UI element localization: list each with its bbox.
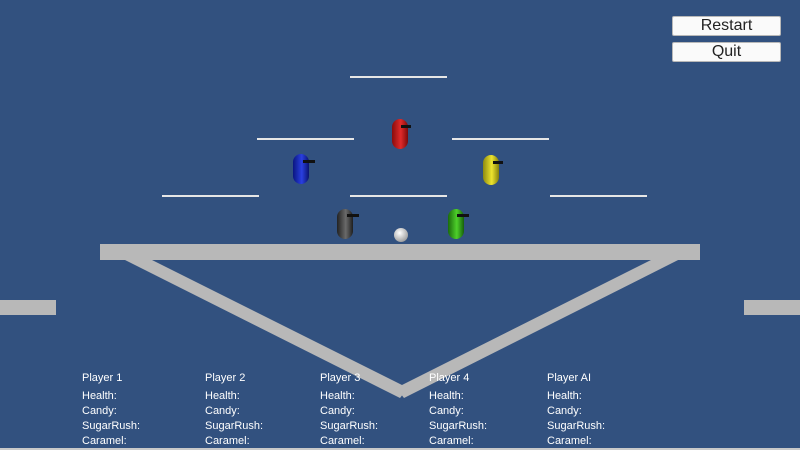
player-name: Player 1 bbox=[82, 372, 123, 384]
player-name: Player 2 bbox=[205, 372, 246, 384]
ledge-top bbox=[350, 76, 447, 78]
health-label: Health: bbox=[82, 390, 117, 402]
ledge-mid-left bbox=[257, 138, 354, 140]
candy-label: Candy: bbox=[205, 405, 240, 417]
player-name: Player 3 bbox=[320, 372, 361, 384]
sugar-rush-label: SugarRush: bbox=[320, 420, 379, 432]
candy-label: Candy: bbox=[82, 405, 117, 417]
player-name: Player 4 bbox=[429, 372, 470, 384]
health-label: Health: bbox=[429, 390, 464, 402]
ledge-low-right bbox=[550, 195, 647, 197]
window-bottom-border bbox=[0, 448, 800, 450]
sugar-rush-label: SugarRush: bbox=[205, 420, 264, 432]
player-gray bbox=[337, 209, 359, 239]
caramel-label: Caramel: bbox=[547, 435, 592, 447]
candy-label: Candy: bbox=[320, 405, 355, 417]
player-name: Player AI bbox=[547, 372, 592, 384]
side-ledge-right bbox=[744, 300, 800, 315]
ledge-mid-right bbox=[452, 138, 549, 140]
side-ledge-left bbox=[0, 300, 56, 315]
health-label: Health: bbox=[320, 390, 355, 402]
quit-button[interactable]: Quit bbox=[672, 42, 781, 62]
ledge-low-center bbox=[350, 195, 447, 197]
candy-label: Candy: bbox=[547, 405, 582, 417]
candy-ball bbox=[394, 228, 408, 242]
sugar-rush-label: SugarRush: bbox=[429, 420, 488, 432]
player-red bbox=[392, 119, 411, 149]
caramel-label: Caramel: bbox=[429, 435, 474, 447]
caramel-label: Caramel: bbox=[205, 435, 250, 447]
player-green bbox=[448, 209, 469, 239]
health-label: Health: bbox=[205, 390, 240, 402]
player-4-stats: Player 4 Health: Candy: SugarRush: Caram… bbox=[429, 371, 487, 449]
health-label: Health: bbox=[547, 390, 582, 402]
sugar-rush-label: SugarRush: bbox=[82, 420, 141, 432]
player-blue bbox=[293, 154, 315, 184]
candy-label: Candy: bbox=[429, 405, 464, 417]
main-platform bbox=[100, 244, 700, 398]
ledge-low-left bbox=[162, 195, 259, 197]
sugar-rush-label: SugarRush: bbox=[547, 420, 606, 432]
caramel-label: Caramel: bbox=[320, 435, 365, 447]
restart-button[interactable]: Restart bbox=[672, 16, 781, 36]
player-1-stats: Player 1 Health: Candy: SugarRush: Caram… bbox=[82, 371, 140, 449]
player-3-stats: Player 3 Health: Candy: SugarRush: Caram… bbox=[320, 371, 378, 449]
player-2-stats: Player 2 Health: Candy: SugarRush: Caram… bbox=[205, 371, 263, 449]
caramel-label: Caramel: bbox=[82, 435, 127, 447]
player-ai-stats: Player AI Health: Candy: SugarRush: Cara… bbox=[547, 371, 605, 449]
player-yellow bbox=[483, 155, 503, 185]
